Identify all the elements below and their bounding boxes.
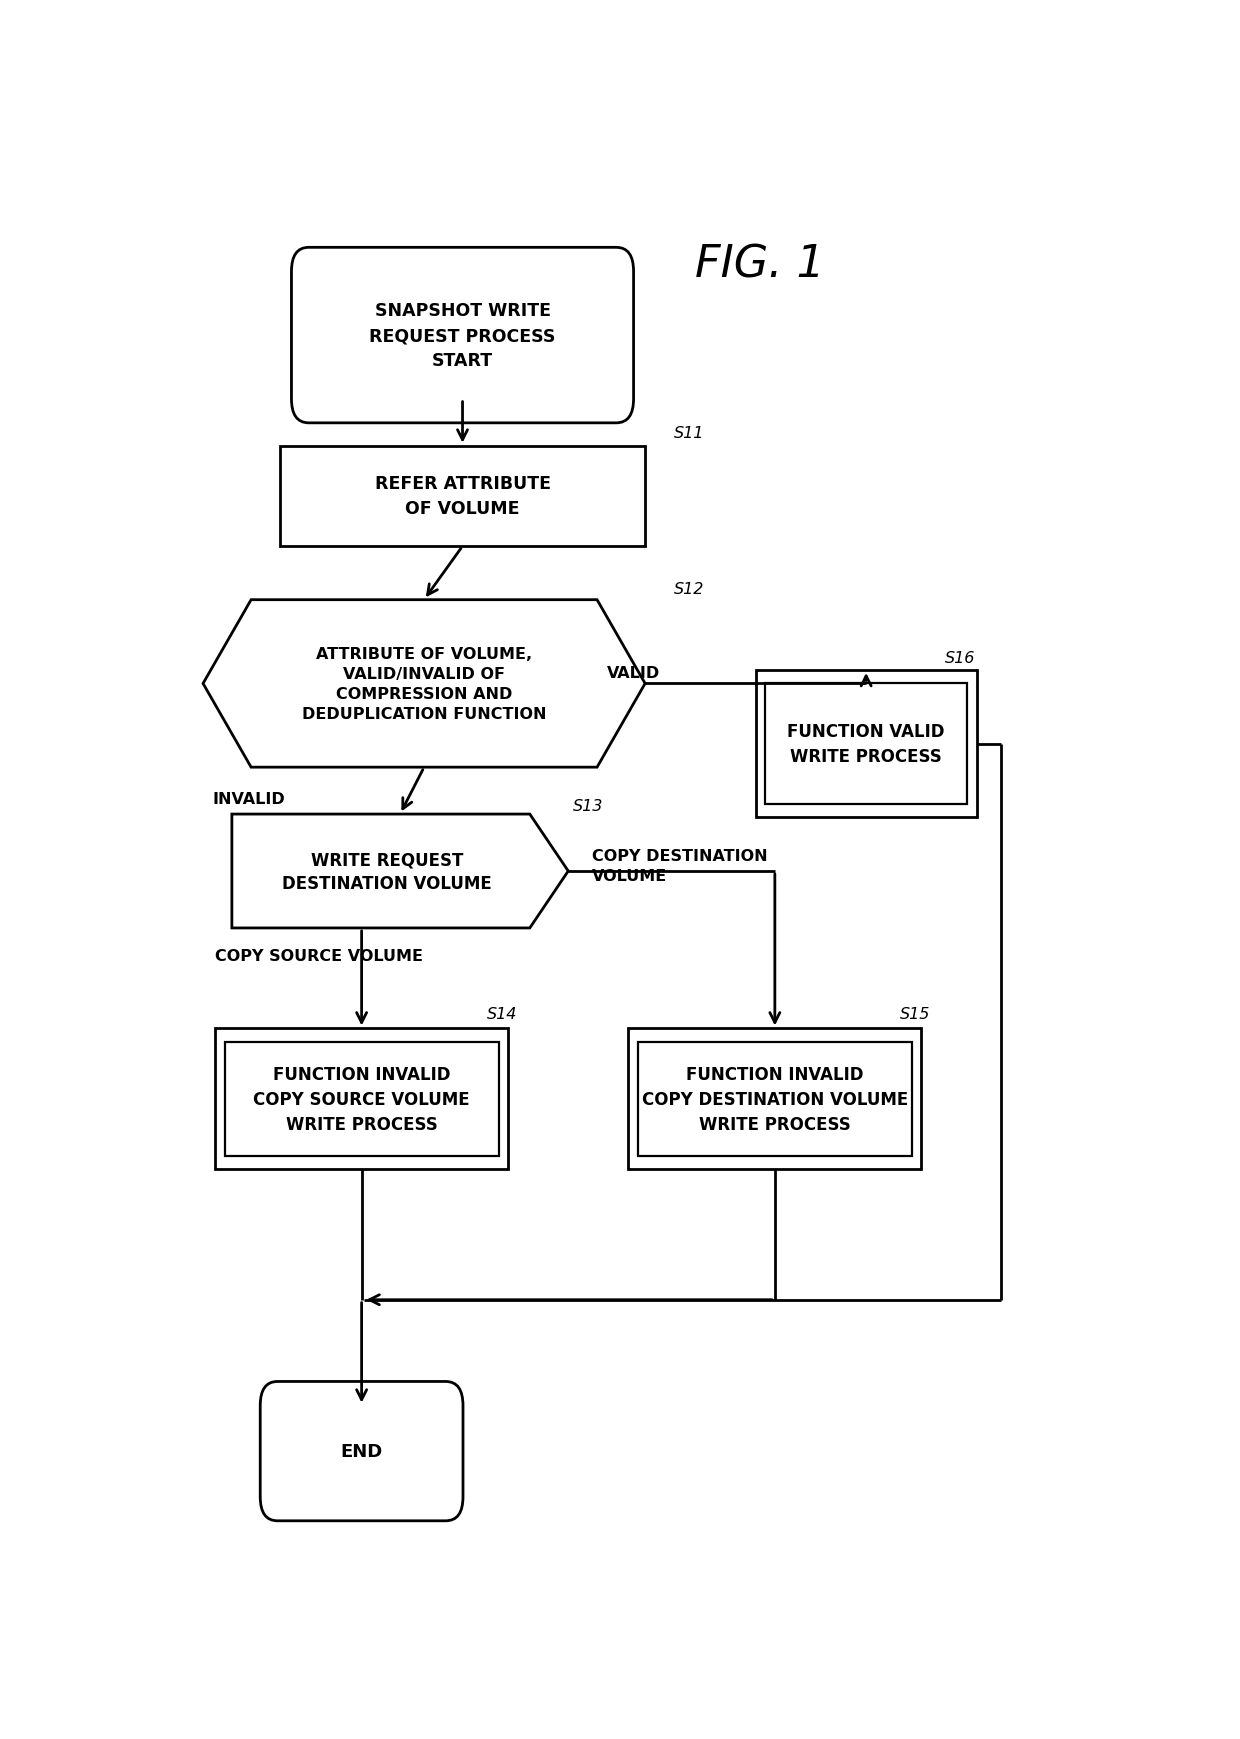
Bar bbox=[280, 447, 645, 546]
FancyBboxPatch shape bbox=[260, 1383, 463, 1522]
Bar bbox=[224, 1042, 498, 1156]
Text: S15: S15 bbox=[900, 1007, 930, 1021]
Text: ATTRIBUTE OF VOLUME,
VALID/INVALID OF
COMPRESSION AND
DEDUPLICATION FUNCTION: ATTRIBUTE OF VOLUME, VALID/INVALID OF CO… bbox=[301, 647, 547, 722]
Text: VALID: VALID bbox=[606, 666, 660, 682]
Bar bbox=[637, 1042, 911, 1156]
Polygon shape bbox=[203, 600, 645, 767]
Text: COPY DESTINATION
VOLUME: COPY DESTINATION VOLUME bbox=[593, 849, 768, 883]
Text: S14: S14 bbox=[486, 1007, 517, 1021]
Text: S13: S13 bbox=[573, 798, 604, 814]
Text: S11: S11 bbox=[675, 426, 704, 440]
Text: FUNCTION INVALID
COPY DESTINATION VOLUME
WRITE PROCESS: FUNCTION INVALID COPY DESTINATION VOLUME… bbox=[642, 1066, 908, 1134]
Polygon shape bbox=[232, 814, 568, 929]
Text: INVALID: INVALID bbox=[213, 791, 285, 807]
FancyBboxPatch shape bbox=[291, 249, 634, 424]
Text: FIG. 1: FIG. 1 bbox=[696, 243, 826, 287]
Text: WRITE REQUEST
DESTINATION VOLUME: WRITE REQUEST DESTINATION VOLUME bbox=[283, 850, 492, 892]
Text: SNAPSHOT WRITE
REQUEST PROCESS
START: SNAPSHOT WRITE REQUEST PROCESS START bbox=[370, 303, 556, 370]
Text: FUNCTION VALID
WRITE PROCESS: FUNCTION VALID WRITE PROCESS bbox=[787, 723, 945, 765]
Text: COPY SOURCE VOLUME: COPY SOURCE VOLUME bbox=[215, 948, 423, 963]
Bar bbox=[215, 1029, 508, 1169]
Text: S16: S16 bbox=[945, 650, 976, 666]
Text: S12: S12 bbox=[675, 583, 704, 596]
Text: END: END bbox=[341, 1442, 383, 1461]
Text: FUNCTION INVALID
COPY SOURCE VOLUME
WRITE PROCESS: FUNCTION INVALID COPY SOURCE VOLUME WRIT… bbox=[253, 1066, 470, 1134]
Bar bbox=[765, 683, 967, 805]
Bar bbox=[629, 1029, 921, 1169]
Text: REFER ATTRIBUTE
OF VOLUME: REFER ATTRIBUTE OF VOLUME bbox=[374, 475, 551, 518]
Bar bbox=[755, 671, 977, 817]
